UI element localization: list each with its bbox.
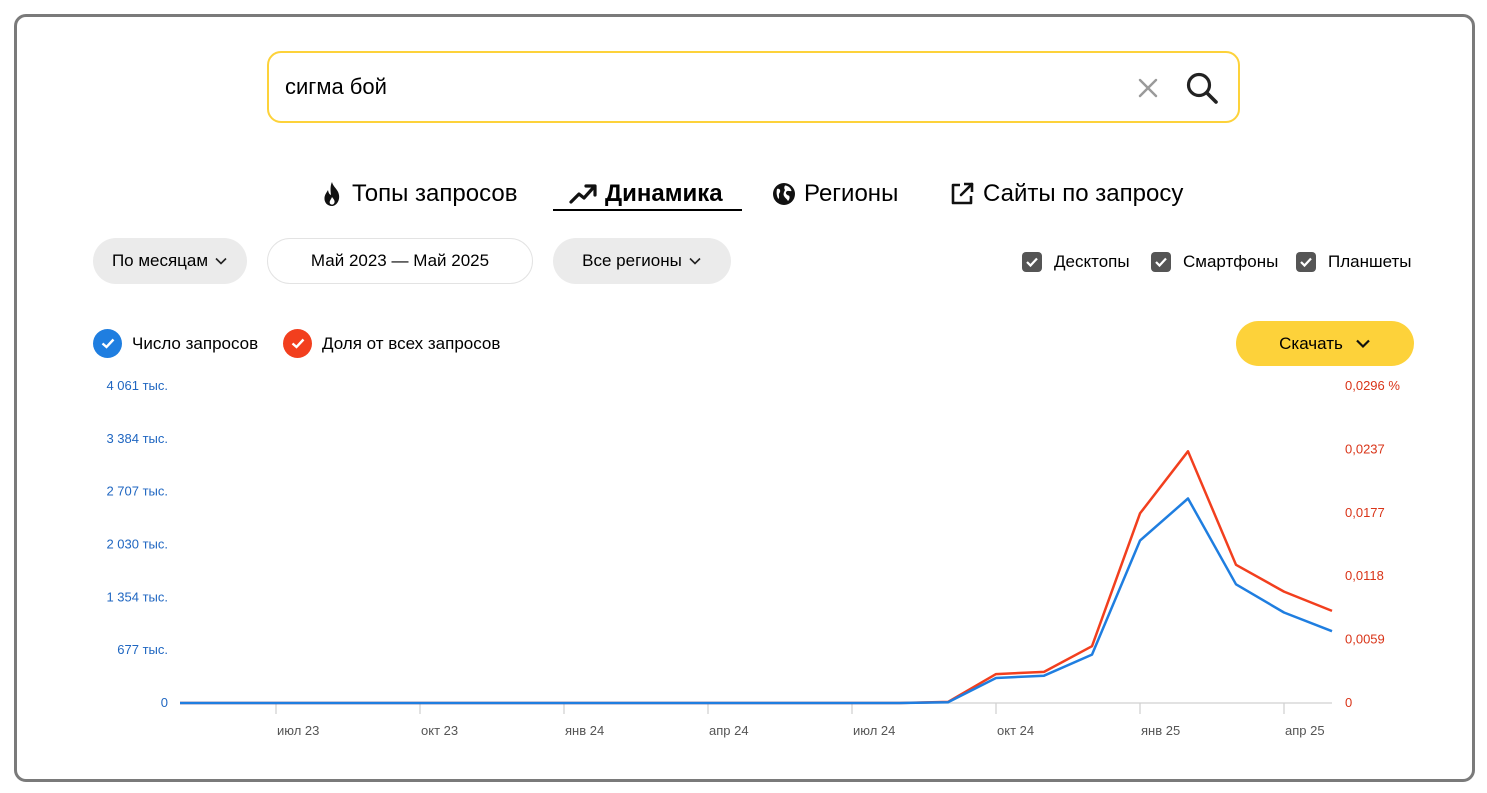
legend-check-icon <box>93 329 122 358</box>
period-dropdown[interactable]: По месяцам <box>93 238 247 284</box>
tab-regions[interactable]: Регионы <box>772 176 898 212</box>
legend-label: Доля от всех запросов <box>322 333 501 353</box>
tab-dynamics[interactable]: Динамика <box>569 176 723 212</box>
search-input[interactable] <box>285 71 1085 103</box>
window-frame <box>14 14 1475 782</box>
device-desktop-checkbox[interactable]: Десктопы <box>1022 251 1130 273</box>
device-label: Смартфоны <box>1183 252 1279 271</box>
device-smartphone-checkbox[interactable]: Смартфоны <box>1151 251 1278 273</box>
active-tab-underline <box>553 209 742 211</box>
search-icon[interactable] <box>1185 71 1219 105</box>
checkbox-checked-icon <box>1296 252 1316 272</box>
regions-dropdown[interactable]: Все регионы <box>553 238 731 284</box>
device-tablet-checkbox[interactable]: Планшеты <box>1296 251 1412 273</box>
clear-icon[interactable] <box>1135 75 1161 101</box>
checkbox-checked-icon <box>1022 252 1042 272</box>
tab-top-queries[interactable]: Топы запросов <box>320 176 517 212</box>
date-range-picker[interactable]: Май 2023 — Май 2025 <box>267 238 533 284</box>
legend-item-share[interactable]: Доля от всех запросов <box>283 328 500 359</box>
search-bar <box>267 51 1240 123</box>
tab-sites[interactable]: Сайты по запросу <box>949 176 1183 212</box>
legend-label: Число запросов <box>132 333 259 353</box>
checkbox-checked-icon <box>1151 252 1171 272</box>
chevron-down-icon <box>1356 339 1370 349</box>
tab-label: Регионы <box>804 180 899 207</box>
fire-icon <box>324 182 340 206</box>
device-label: Планшеты <box>1328 252 1412 271</box>
device-label: Десктопы <box>1054 252 1130 271</box>
tab-label: Сайты по запросу <box>983 180 1184 207</box>
download-button[interactable]: Скачать <box>1236 321 1414 366</box>
tab-label: Топы запросов <box>352 180 518 207</box>
chevron-down-icon <box>689 257 701 265</box>
tab-label: Динамика <box>605 180 723 207</box>
period-label: По месяцам <box>111 251 209 270</box>
legend-item-count[interactable]: Число запросов <box>93 328 258 359</box>
trend-up-icon <box>569 184 597 204</box>
chevron-down-icon <box>215 257 227 265</box>
external-link-icon <box>951 182 974 205</box>
regions-label: Все регионы <box>582 251 682 270</box>
date-range-label: Май 2023 — Май 2025 <box>310 251 490 270</box>
download-label: Скачать <box>1279 333 1343 353</box>
legend-check-icon <box>283 329 312 358</box>
globe-icon <box>773 183 795 205</box>
